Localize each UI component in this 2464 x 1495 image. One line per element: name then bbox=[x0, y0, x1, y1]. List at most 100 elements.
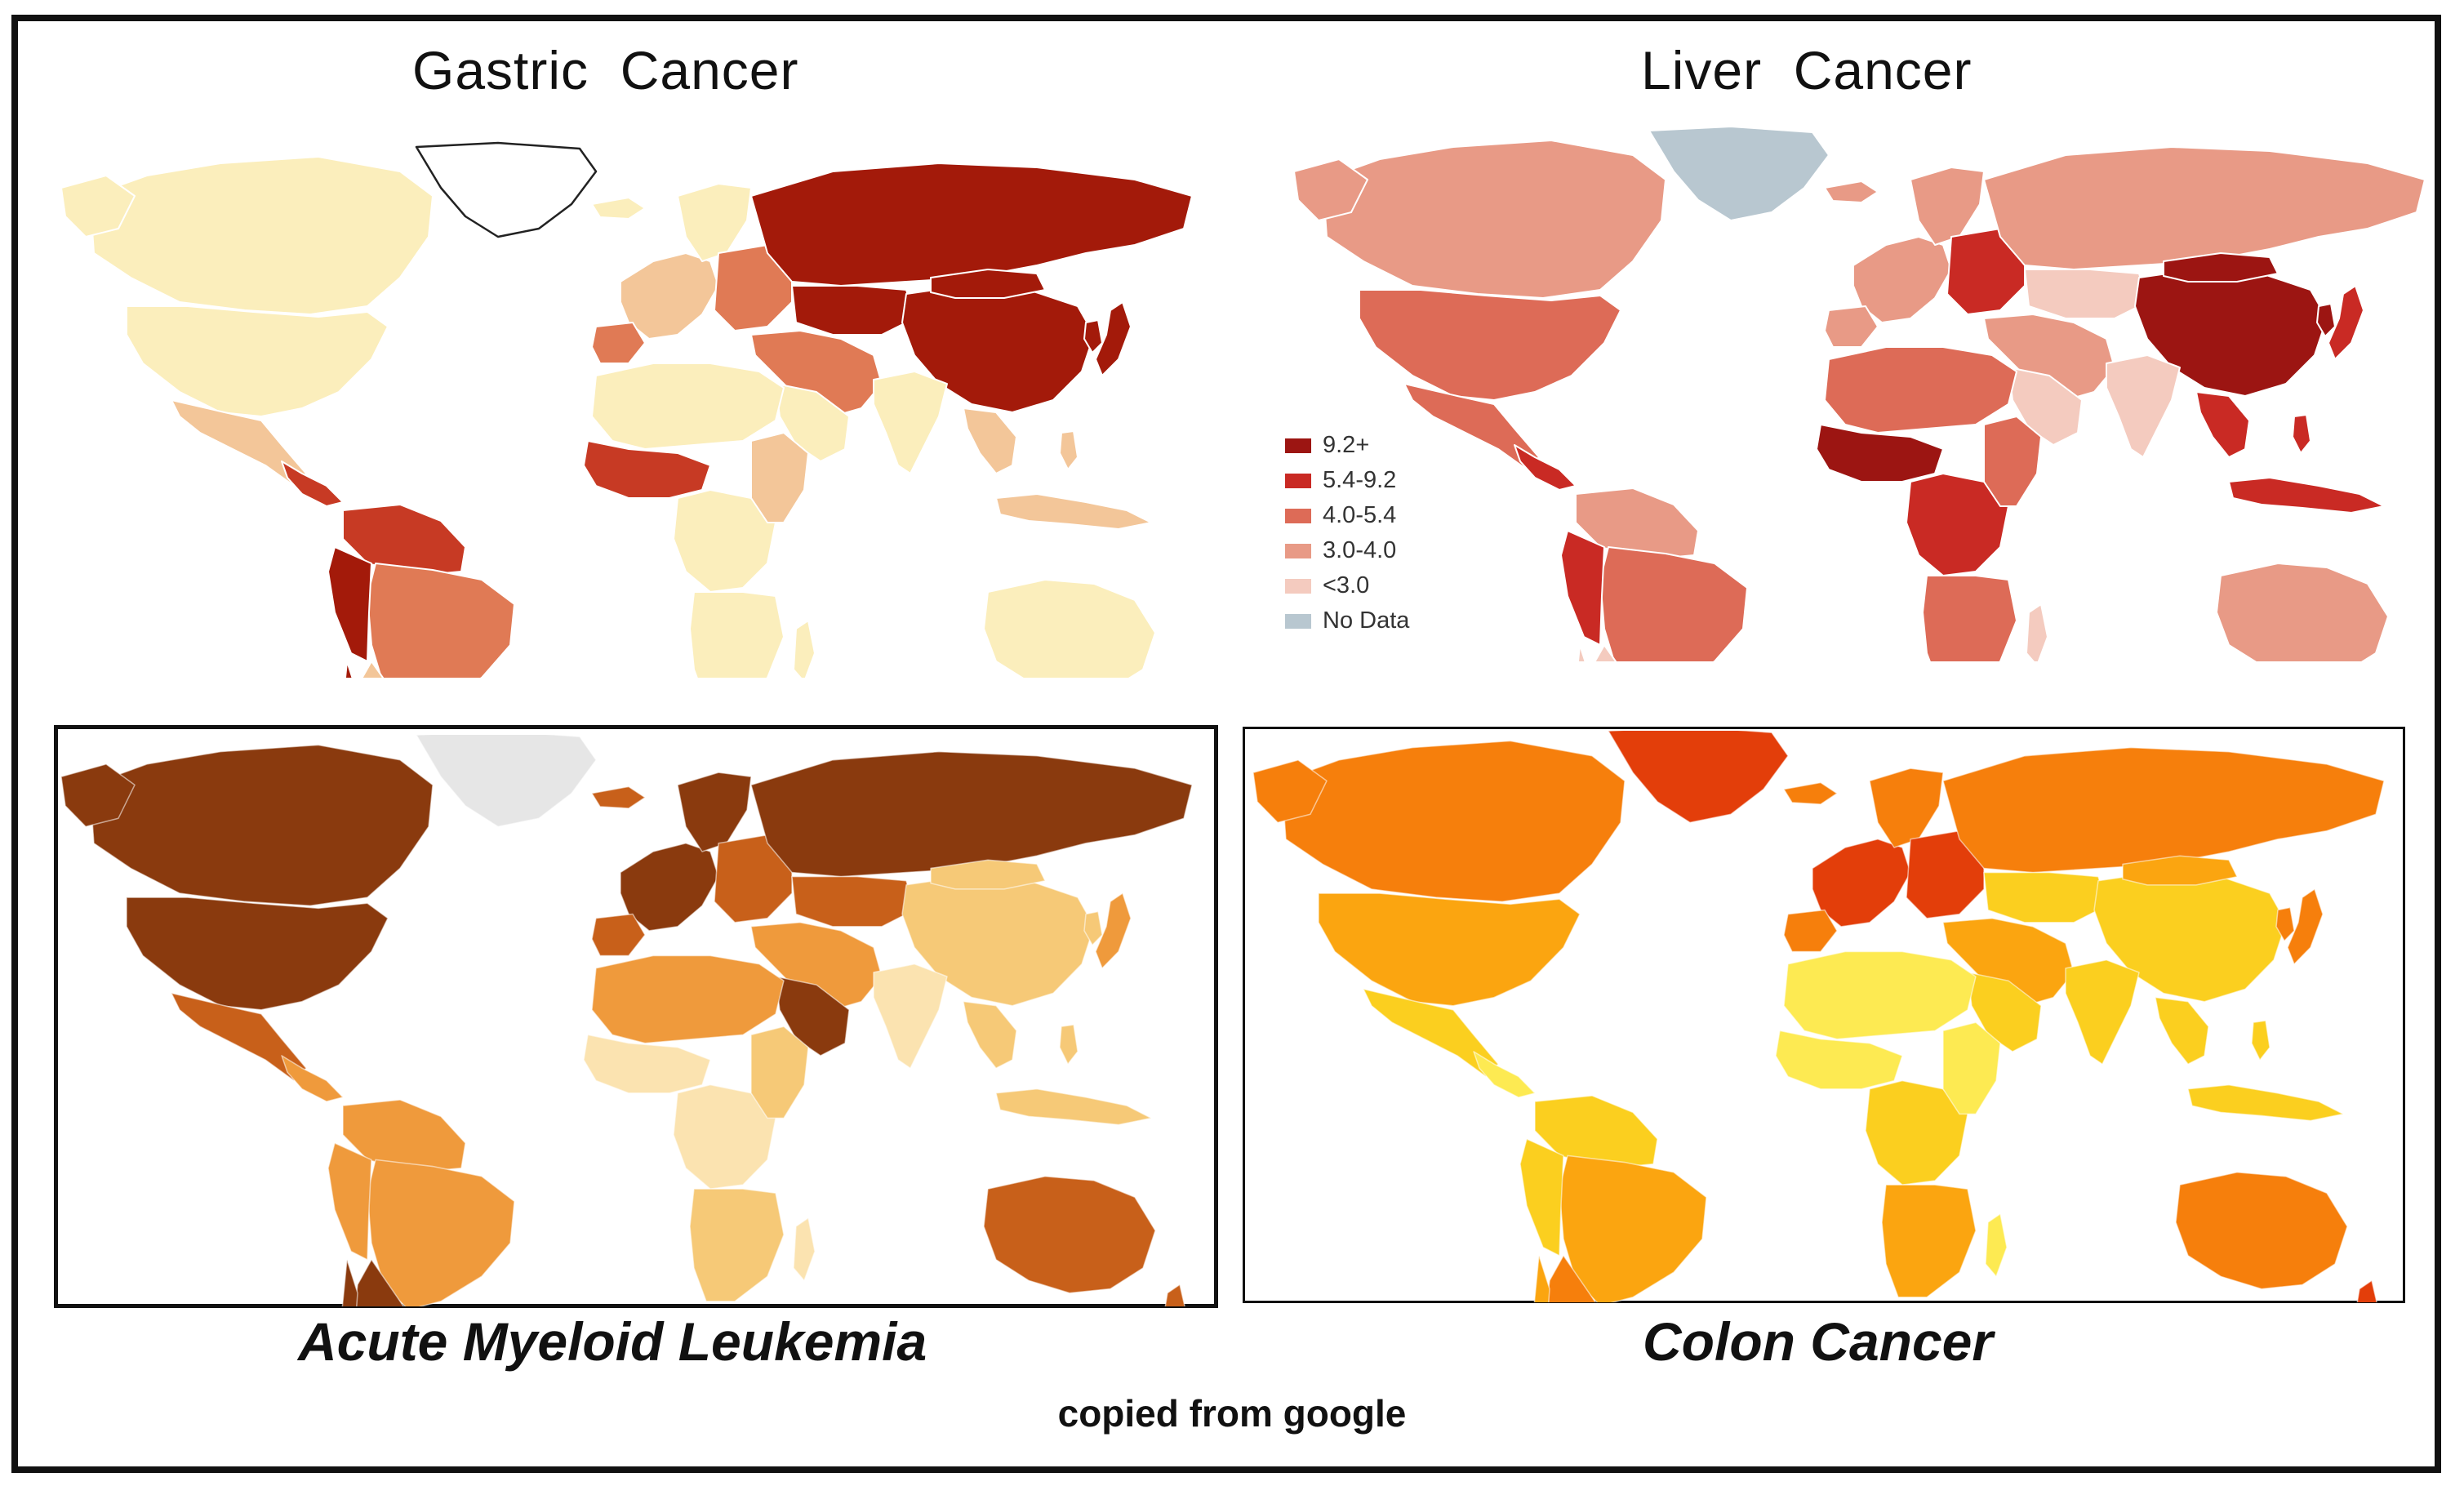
region-indonesia bbox=[995, 493, 1152, 530]
region-canada bbox=[89, 156, 434, 315]
region-centralam bbox=[1514, 444, 1577, 491]
region-middleE bbox=[750, 330, 883, 417]
region-australia bbox=[983, 579, 1156, 678]
region-safrica bbox=[689, 591, 785, 678]
region-iberia bbox=[591, 322, 646, 364]
region-greenland bbox=[1648, 126, 1830, 221]
region-phil bbox=[1059, 430, 1079, 470]
region-cafrica bbox=[673, 1083, 776, 1190]
legend-row: 4.0-5.4 bbox=[1285, 498, 1409, 533]
region-peru bbox=[1560, 530, 1605, 646]
colon-panel-border bbox=[1243, 727, 2405, 1303]
region-cafrica bbox=[673, 489, 776, 593]
region-greenland bbox=[1608, 731, 1789, 824]
region-nafrica bbox=[1783, 950, 1977, 1040]
aml-title: Acute Myeloid Leukemia bbox=[298, 1311, 927, 1372]
region-indonesia bbox=[995, 1088, 1152, 1126]
region-india bbox=[873, 371, 948, 474]
legend-label: <3.0 bbox=[1323, 572, 1370, 598]
region-phil bbox=[2251, 1020, 2271, 1061]
region-wafrica bbox=[1775, 1030, 1903, 1090]
region-europeW bbox=[620, 843, 719, 932]
region-mongolia bbox=[930, 859, 1046, 890]
region-wafrica bbox=[1816, 424, 1944, 483]
region-brazil bbox=[1599, 546, 1748, 661]
region-middleE bbox=[1942, 917, 2075, 1007]
aml-panel-border bbox=[54, 725, 1218, 1308]
region-brazil bbox=[1559, 1155, 1707, 1302]
region-canada bbox=[1322, 140, 1666, 299]
region-iceland bbox=[591, 785, 646, 809]
region-scand bbox=[677, 772, 752, 852]
region-canada bbox=[1281, 740, 1626, 903]
region-eafrica bbox=[750, 432, 809, 523]
region-madag bbox=[1985, 1213, 2008, 1278]
region-safrica bbox=[1881, 1184, 1977, 1298]
region-safrNorth bbox=[1534, 1095, 1658, 1169]
aml-map bbox=[60, 735, 1193, 1306]
region-japan bbox=[2287, 888, 2324, 965]
region-middleE bbox=[1983, 314, 2115, 401]
region-centralam bbox=[1473, 1051, 1536, 1098]
region-peru bbox=[1519, 1138, 1564, 1257]
region-centralam bbox=[281, 1055, 344, 1102]
region-chile bbox=[341, 1259, 358, 1306]
region-indonesia bbox=[2187, 1083, 2344, 1122]
region-kazak bbox=[791, 875, 915, 928]
region-india bbox=[2106, 354, 2181, 458]
region-nafrica bbox=[1824, 346, 2017, 434]
legend-row: No Data bbox=[1285, 603, 1409, 638]
region-madag bbox=[2026, 603, 2048, 661]
region-australia bbox=[983, 1176, 1156, 1294]
colon-cancer-map bbox=[1252, 731, 2385, 1302]
region-nafrica bbox=[591, 363, 785, 450]
legend-row: <3.0 bbox=[1285, 568, 1409, 603]
legend-swatch bbox=[1285, 438, 1311, 453]
region-usa bbox=[1359, 289, 1621, 401]
legend-label: 9.2+ bbox=[1323, 432, 1370, 458]
region-iceland bbox=[1783, 781, 1838, 805]
region-chile bbox=[344, 661, 354, 678]
region-australia bbox=[2175, 1172, 2348, 1290]
region-kazak bbox=[2024, 269, 2148, 319]
region-indonesia bbox=[2228, 477, 2385, 514]
region-japan bbox=[1095, 892, 1132, 969]
region-russia bbox=[1983, 146, 2426, 270]
region-nafrica bbox=[591, 954, 785, 1044]
region-middleE bbox=[750, 921, 883, 1011]
region-russia bbox=[750, 162, 1193, 287]
region-arabia bbox=[2008, 367, 2083, 446]
region-nz bbox=[1164, 1284, 1185, 1306]
region-chile bbox=[1533, 1255, 1550, 1302]
region-chile bbox=[1577, 644, 1586, 661]
region-arabia bbox=[1967, 972, 2042, 1052]
region-safrNorth bbox=[1575, 487, 1699, 560]
region-india bbox=[873, 963, 948, 1069]
region-scand bbox=[1910, 167, 1985, 246]
region-safrNorth bbox=[342, 504, 466, 576]
region-wafrica bbox=[583, 1034, 711, 1094]
region-peru bbox=[327, 1142, 372, 1261]
region-argentina bbox=[354, 1259, 404, 1306]
legend-row: 9.2+ bbox=[1285, 428, 1409, 463]
region-alaska bbox=[1252, 759, 1328, 824]
region-argentina bbox=[361, 661, 385, 678]
legend-swatch bbox=[1285, 508, 1311, 523]
legend-label: 5.4-9.2 bbox=[1323, 467, 1397, 493]
region-australia bbox=[2216, 563, 2389, 661]
region-alaska bbox=[60, 763, 136, 828]
gastric-cancer-map bbox=[60, 141, 1193, 678]
region-russia bbox=[750, 750, 1193, 878]
region-greenland bbox=[416, 735, 597, 828]
region-safrica bbox=[1922, 575, 2017, 661]
region-arabia bbox=[775, 976, 850, 1057]
region-usa bbox=[126, 305, 389, 417]
region-iberia bbox=[1824, 305, 1879, 348]
region-mongolia bbox=[2122, 855, 2238, 886]
region-iceland bbox=[1824, 180, 1879, 203]
region-argentina bbox=[1546, 1255, 1596, 1302]
region-eafrica bbox=[1983, 416, 2042, 507]
region-eafrica bbox=[1942, 1021, 2001, 1115]
region-india bbox=[2065, 959, 2140, 1065]
region-korea bbox=[2316, 303, 2336, 337]
